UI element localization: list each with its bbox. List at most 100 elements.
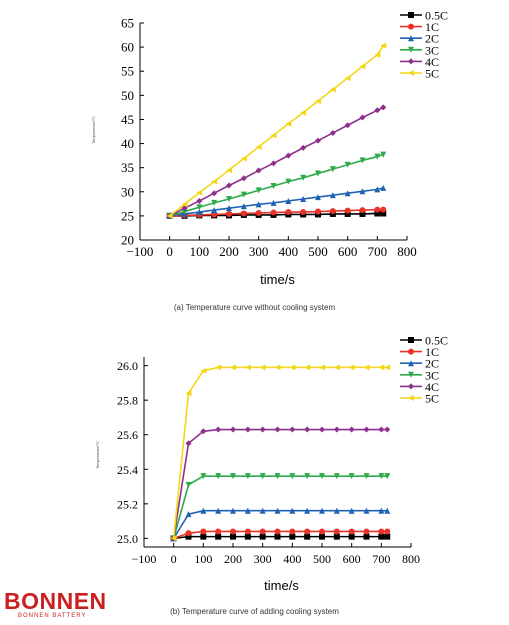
chart-a-point-0.5C: [380, 210, 387, 217]
chart-a-y-tick-label: 45: [121, 112, 134, 127]
chart-a-point-5C: [240, 155, 247, 162]
logo-wordmark: BONNEN: [4, 588, 107, 614]
chart-b-legend-label-0.5C: 0.5C: [425, 334, 448, 348]
chart-b-point-5C: [384, 364, 391, 371]
chart-b-point-4C: [215, 426, 222, 433]
chart-b-point-4C: [244, 426, 251, 433]
chart-b-point-2C: [289, 507, 296, 514]
chart-a-point-5C: [226, 167, 232, 174]
chart-a-point-4C: [380, 104, 387, 111]
chart-b-point-5C: [200, 367, 207, 374]
chart-b-point-1C: [215, 528, 222, 535]
chart-b-point-0.5C: [244, 533, 251, 540]
chart-b-line-0.5C: [173, 535, 388, 540]
chart-b-legend-marker-5C: [408, 395, 414, 401]
chart-a-point-2C: [255, 201, 262, 208]
chart-b-legend-label-5C: 5C: [425, 392, 439, 406]
chart-a-legend-marker-2C: [408, 35, 414, 42]
chart-b-point-1C: [289, 528, 296, 535]
chart-b-point-1C: [304, 528, 311, 535]
chart-b: −100 0 100 200 300 400 500 600 700 800 25.0 25.2 25.…: [95, 334, 448, 594]
chart-b-point-2C: [230, 507, 236, 514]
chart-b-x-tick-label: 400: [283, 552, 301, 566]
chart-b-x-tick-label: 0: [171, 552, 177, 566]
chart-b-point-2C: [333, 507, 340, 514]
chart-b-point-0.5C: [333, 533, 340, 540]
chart-a-y-tick-label: 25: [121, 208, 134, 223]
chart-b-y-tick-label: 25.2: [117, 497, 138, 511]
chart-a-point-2C: [380, 184, 387, 191]
chart-a-legend-label-0.5C: 0.5C: [425, 9, 448, 23]
chart-b-point-5C: [170, 535, 177, 542]
chart-a-line-2C: [169, 187, 384, 217]
chart-b-point-4C: [348, 426, 355, 433]
chart-a-x-tick-label: 300: [249, 244, 269, 259]
chart-a-point-3C: [181, 208, 188, 215]
chart-b-point-1C: [259, 528, 266, 535]
chart-b-point-1C: [363, 528, 370, 535]
chart-a-y-tick-label: 35: [121, 160, 134, 175]
chart-a-point-2C: [285, 197, 292, 204]
chart-b-point-3C: [230, 473, 236, 480]
chart-a-point-2C: [300, 196, 307, 203]
chart-a-point-1C: [240, 210, 247, 217]
chart-a-series-3C: [166, 151, 387, 219]
chart-a-line-1C: [169, 208, 384, 217]
chart-a-point-4C: [315, 137, 321, 144]
chart-b-series-3C: [170, 473, 391, 542]
chart-b-point-2C: [363, 507, 370, 514]
chart-b-point-4C: [289, 426, 296, 433]
chart-a-point-5C: [344, 74, 351, 81]
chart-b-point-5C: [185, 390, 192, 397]
chart-b-legend-marker-0.5C: [408, 337, 414, 343]
chart-b-legend-label-3C: 3C: [425, 368, 439, 382]
chart-b-point-3C: [200, 473, 207, 480]
chart-a-point-4C: [255, 167, 262, 174]
chart-b-legend-marker-2C: [408, 360, 414, 367]
chart-b-point-5C: [244, 364, 251, 371]
chart-b-point-0.5C: [378, 533, 385, 540]
chart-a-legend-label-4C: 4C: [425, 55, 439, 69]
chart-b-series-5C: [170, 364, 391, 542]
chart-a-point-2C: [359, 188, 366, 195]
chart-b-point-4C: [363, 426, 370, 433]
chart-b-point-1C: [378, 528, 385, 535]
chart-b-point-3C: [274, 473, 281, 480]
chart-b-point-3C: [363, 473, 370, 480]
chart-b-x-axis-label: time/s: [264, 578, 299, 593]
chart-b-y-tick-label: 25.6: [117, 428, 138, 442]
chart-b-point-5C: [348, 364, 355, 371]
chart-a-point-2C: [196, 209, 203, 216]
chart-b-point-1C: [319, 528, 325, 535]
chart-b-series-1C: [170, 528, 391, 542]
chart-b-x-tick-label: 100: [194, 552, 212, 566]
chart-b-point-1C: [244, 528, 251, 535]
chart-a-point-3C: [255, 187, 262, 194]
chart-b-y-tick-label: 25.8: [117, 394, 138, 408]
chart-a-x-tick-label: 800: [397, 244, 417, 259]
chart-a-line-3C: [169, 153, 384, 217]
chart-a-point-3C: [226, 196, 232, 203]
chart-b-point-2C: [244, 507, 251, 514]
chart-b-point-1C: [348, 528, 355, 535]
chart-b-x-tick-label: 300: [254, 552, 272, 566]
chart-b-point-0.5C: [289, 533, 296, 540]
chart-b-point-1C: [200, 528, 207, 535]
chart-a-point-2C: [374, 186, 381, 193]
chart-a-point-5C: [196, 189, 203, 196]
chart-b-point-4C: [274, 426, 281, 433]
chart-a-y-axis-label: Temperature/°C: [91, 116, 96, 144]
chart-b-point-2C: [384, 507, 391, 514]
bonnen-logo: BONNEN BONNEN BATTERY: [4, 589, 122, 623]
chart-b-point-5C: [333, 364, 340, 371]
chart-a-point-5C: [255, 143, 262, 150]
chart-b-point-0.5C: [319, 533, 325, 540]
chart-a-caption: (a) Temperature curve without cooling sy…: [173, 303, 336, 312]
chart-a-point-1C: [374, 206, 381, 213]
chart-a-x-tick-label: 500: [308, 244, 328, 259]
chart-b-point-2C: [185, 511, 192, 518]
chart-b-point-3C: [378, 473, 385, 480]
chart-a-series-5C: [166, 42, 387, 219]
chart-a-point-5C: [374, 51, 381, 58]
chart-a-point-1C: [226, 210, 232, 217]
